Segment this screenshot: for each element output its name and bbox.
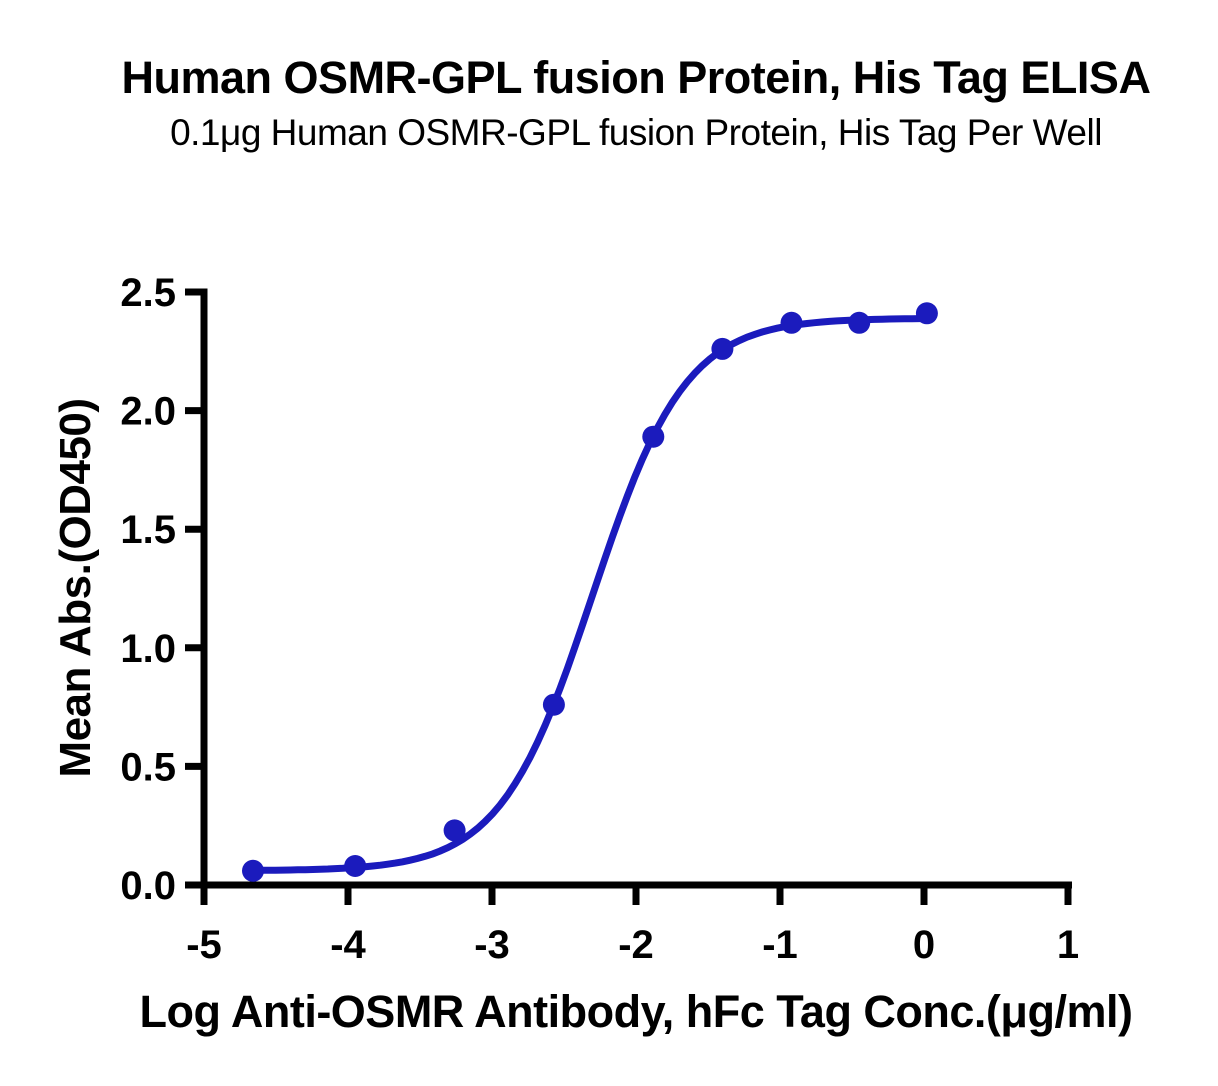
svg-text:1.5: 1.5 [120, 508, 176, 552]
svg-text:0: 0 [913, 923, 935, 967]
chart-subtitle: 0.1μg Human OSMR-GPL fusion Protein, His… [170, 112, 1102, 153]
svg-text:1: 1 [1057, 923, 1079, 967]
data-point [711, 337, 734, 360]
chart-title: Human OSMR-GPL fusion Protein, His Tag E… [121, 52, 1151, 103]
svg-text:-5: -5 [186, 923, 222, 967]
data-point [242, 859, 264, 882]
svg-text:0.0: 0.0 [120, 864, 176, 908]
svg-text:2.0: 2.0 [120, 390, 176, 434]
data-point [443, 819, 466, 842]
dose-response-curve [249, 315, 931, 874]
y-axis-ticks: 0.0 0.5 1.0 1.5 2.0 2.5 [120, 271, 204, 908]
axes [200, 288, 1072, 889]
svg-text:-2: -2 [618, 923, 654, 967]
svg-text:-3: -3 [474, 923, 510, 967]
data-points [242, 302, 938, 882]
x-axis-ticks: -5 -4 -3 -2 -1 0 1 [186, 885, 1079, 967]
data-point [642, 425, 665, 448]
x-axis-label: Log Anti-OSMR Antibody, hFc Tag Conc.(μg… [139, 986, 1133, 1037]
svg-text:-1: -1 [762, 923, 798, 967]
data-point [344, 855, 367, 877]
data-point [542, 693, 565, 716]
svg-text:-4: -4 [330, 923, 366, 967]
data-point [848, 311, 871, 334]
svg-text:2.5: 2.5 [120, 271, 176, 315]
data-point [780, 311, 803, 334]
data-point [915, 302, 938, 325]
svg-text:0.5: 0.5 [120, 745, 176, 789]
svg-text:1.0: 1.0 [120, 627, 176, 671]
